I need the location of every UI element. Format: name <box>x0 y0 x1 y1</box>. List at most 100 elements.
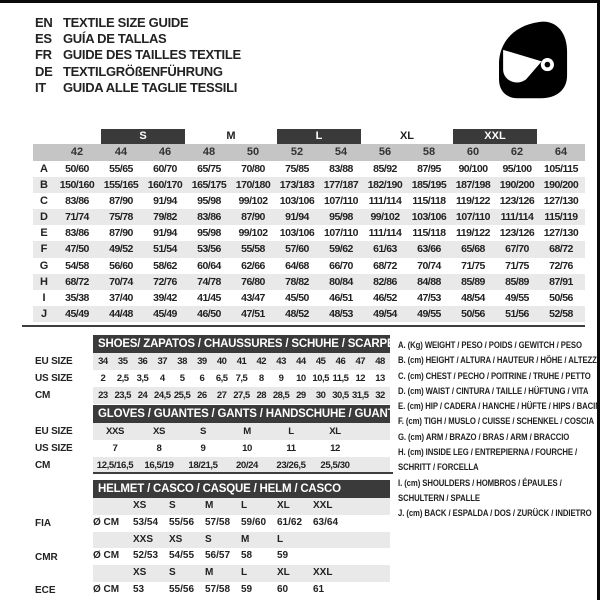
cell: 79/82 <box>153 211 177 224</box>
textile-size-table: S M L XL XXL 42 44 46 48 50 52 54 56 58 60 62 64 A … <box>33 129 585 322</box>
cell: 87/90 <box>109 195 133 208</box>
cell: 42 <box>256 356 267 367</box>
cell: 58 <box>241 550 253 562</box>
cell: 115/118 <box>412 227 446 240</box>
cell: 2,5 <box>116 373 129 384</box>
cell: 119/122 <box>456 227 490 240</box>
cell: 70/80 <box>241 163 265 175</box>
measurement-row: E 83/86 87/90 91/94 95/98 99/102 103/106… <box>33 225 585 241</box>
cell: 41 <box>236 356 247 367</box>
cell: 45 <box>315 356 326 367</box>
cell: 56/57 <box>205 550 231 562</box>
cell: 59 <box>277 550 289 562</box>
cell: 24,5 <box>154 390 171 401</box>
standard-label: CMR <box>35 551 58 563</box>
cell: 127/130 <box>543 227 579 240</box>
cell: 55/56 <box>169 516 195 528</box>
size-number: 50 <box>246 146 260 158</box>
cell: 75/85 <box>285 163 309 175</box>
cell: 71/75 <box>461 259 485 272</box>
legend-line: I. (cm) SHOULDERS / HOMBROS / ÉPAULES / <box>398 477 562 488</box>
legend-line: H. (cm) INSIDE LEG / ENTREPIERNA / FOURC… <box>398 447 578 458</box>
cell: 8 <box>156 443 162 454</box>
cell: 57/58 <box>205 583 231 595</box>
cell: 51/54 <box>153 243 177 256</box>
cell: 49/54 <box>373 307 397 320</box>
cell: XS <box>133 500 147 511</box>
size-number: 64 <box>554 146 568 158</box>
row-letter: B <box>40 179 48 192</box>
cell: 38 <box>177 356 187 367</box>
cell: 83/88 <box>329 163 353 175</box>
cell: 95/98 <box>197 195 221 208</box>
cell: 107/110 <box>324 227 358 240</box>
cell: 187/198 <box>455 179 491 192</box>
cell: 68/72 <box>549 243 573 256</box>
cell: 68/72 <box>373 259 397 272</box>
cell: 185/195 <box>411 179 447 192</box>
cell: 27 <box>216 390 227 401</box>
shoes-section: SHOES/ ZAPATOS / CHAUSSURES / SCHUHE / S… <box>35 335 395 404</box>
cell: 91/94 <box>285 211 309 224</box>
cell: 49/55 <box>417 307 441 320</box>
size-group-xxl: XXL <box>451 129 539 144</box>
cell: 71/74 <box>65 211 89 224</box>
legend-line: F. (cm) TIGH / MUSLO / CUISSE / SCHENKEL… <box>398 416 594 427</box>
cell: 115/119 <box>544 211 578 224</box>
cell: 83/86 <box>65 195 89 208</box>
row-letter: D <box>40 211 48 224</box>
cell: 173/183 <box>279 179 315 192</box>
language-code: ES <box>35 31 52 47</box>
measurement-legend: A. (Kg) WEIGHT / PESO / POIDS / GEWITCH … <box>398 338 600 522</box>
cell: 55/65 <box>109 163 133 175</box>
cell: 61 <box>313 583 325 595</box>
measurement-row: D 71/74 75/78 79/82 83/86 87/90 91/94 95… <box>33 209 585 226</box>
row-letter: A <box>40 163 48 175</box>
gloves-values: 7 8 9 10 11 12 <box>93 440 390 457</box>
shoes-row: CM 23 23,5 24 24,5 25,5 26 27 27,5 28 28… <box>35 387 395 404</box>
cell: 67/70 <box>505 243 529 256</box>
cell: 87/95 <box>417 163 441 175</box>
cell: XL <box>277 567 290 579</box>
cell: 46/51 <box>329 291 353 304</box>
cell: 103/106 <box>279 195 315 208</box>
cell: 12,5/16,5 <box>96 460 134 471</box>
cell: 60/64 <box>197 259 221 272</box>
row-letter: G <box>39 259 49 272</box>
cell: S <box>169 567 176 579</box>
cell: 12 <box>355 373 366 384</box>
cell: 50/60 <box>65 163 89 175</box>
cell: 107/110 <box>324 195 358 208</box>
cell: 190/200 <box>543 179 579 192</box>
cell: 95/98 <box>329 211 353 224</box>
cell: 50/56 <box>549 291 573 304</box>
measurement-row: J 45/49 44/48 45/49 46/50 47/51 48/52 48… <box>33 305 585 322</box>
cell: 46/50 <box>197 307 221 320</box>
measurement-row: A 50/60 55/65 60/70 65/75 70/80 75/85 83… <box>33 161 585 177</box>
cell: 160/170 <box>147 179 183 192</box>
cell: 111/114 <box>500 211 534 224</box>
cell: 31,5 <box>352 390 369 401</box>
cell: 83/86 <box>197 211 221 224</box>
cell: 28 <box>256 390 267 401</box>
size-number-row: 42 44 46 48 50 52 54 56 58 60 62 64 <box>33 144 585 161</box>
cell: 3,5 <box>136 373 149 384</box>
cell: 7 <box>112 443 118 454</box>
gloves-section: GLOVES / GUANTES / GANTS / HANDSCHUHE / … <box>35 405 398 474</box>
cell: 28,5 <box>272 390 290 401</box>
cell: 85/92 <box>373 163 397 175</box>
cell: 25,5/30 <box>320 460 350 471</box>
cell: M <box>205 567 214 579</box>
legend-line: E. (cm) HIP / CADERA / HANCHE / HÜFTE / … <box>398 401 600 412</box>
row-label: US SIZE <box>35 443 73 454</box>
cell: 24 <box>137 390 148 401</box>
cell: 115/118 <box>412 195 446 208</box>
cell: L <box>277 533 284 545</box>
cell: XXL <box>313 500 333 511</box>
cell: 54/58 <box>65 259 89 272</box>
helmet-standard-block: CMR XXS XS S M L Ø CM <box>35 531 395 566</box>
language-title: GUIDA ALLE TAGLIE TESSILI <box>63 80 238 96</box>
gloves-values: 12,5/16,5 16,5/19 18/21,5 20/24 23/26,5 … <box>93 457 390 474</box>
measurement-row: B 150/160 155/165 160/170 165/175 170/18… <box>33 177 585 194</box>
